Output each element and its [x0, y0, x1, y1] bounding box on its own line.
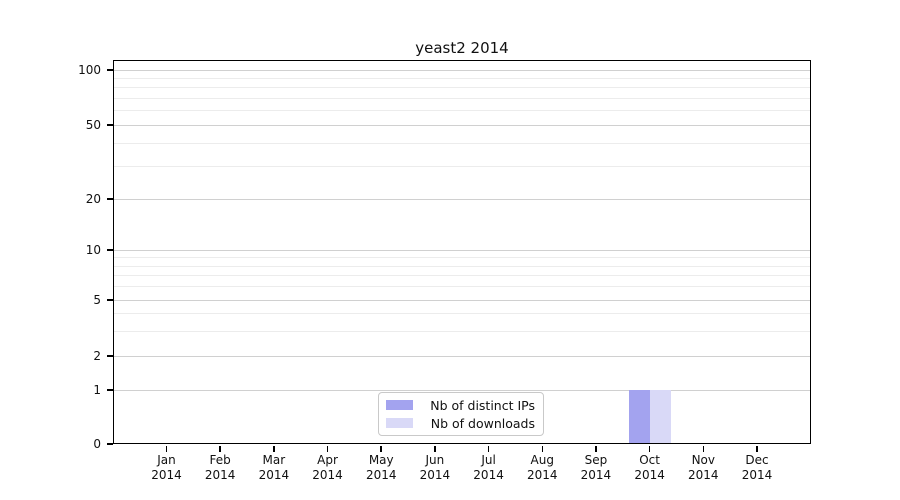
y-axis-tick — [107, 198, 113, 200]
legend-item: Nb of downloads — [386, 416, 535, 431]
legend-item: Nb of distinct IPs — [386, 398, 535, 413]
x-axis-tick — [702, 445, 705, 452]
y-axis-tick-label: 100 — [78, 63, 101, 77]
x-axis-tick-label: Nov 2014 — [688, 453, 719, 482]
x-axis-tick — [219, 445, 221, 452]
x-axis-tick — [648, 445, 651, 452]
y-axis-tick — [107, 389, 113, 391]
y-axis-tick — [107, 299, 113, 301]
minor-gridline — [114, 110, 810, 112]
x-axis-tick — [487, 445, 490, 452]
minor-gridline — [114, 265, 810, 267]
x-axis-tick-label: Feb 2014 — [204, 453, 236, 482]
major-gridline — [114, 299, 810, 301]
minor-gridline — [114, 77, 810, 79]
x-axis-tick-label: Mar 2014 — [258, 453, 290, 482]
minor-gridline — [114, 97, 810, 99]
major-gridline — [114, 124, 810, 126]
y-axis-tick-label: 5 — [93, 293, 101, 307]
major-gridline — [114, 198, 810, 200]
y-axis-tick — [107, 355, 113, 357]
y-axis-tick-label: 2 — [93, 349, 101, 363]
minor-gridline — [114, 142, 810, 144]
x-axis-tick-label: May 2014 — [365, 453, 397, 482]
x-axis-tick-label: Apr 2014 — [312, 453, 343, 482]
legend-label: Nb of downloads — [430, 415, 535, 431]
x-axis-tick — [595, 445, 597, 452]
x-axis-tick — [273, 445, 275, 452]
x-axis-tick — [756, 445, 758, 452]
x-axis-tick-label: Oct 2014 — [634, 453, 665, 482]
y-axis-tick — [107, 124, 113, 126]
minor-gridline — [114, 313, 810, 315]
y-axis-tick-label: 10 — [85, 243, 101, 257]
major-gridline — [114, 389, 810, 391]
major-gridline — [114, 69, 810, 71]
y-axis-tick-label: 0 — [93, 437, 101, 451]
minor-gridline — [114, 286, 810, 288]
x-axis-tick — [380, 445, 382, 452]
legend-swatch — [386, 400, 413, 410]
x-axis-tick — [541, 445, 543, 452]
x-axis-tick-label: Jun 2014 — [419, 453, 451, 482]
x-axis-tick — [165, 445, 168, 452]
x-axis-tick — [434, 445, 436, 452]
major-gridline — [114, 355, 810, 357]
minor-gridline — [114, 165, 810, 167]
legend: Nb of distinct IPs Nb of downloads — [378, 392, 544, 436]
chart-title: yeast2 2014 — [415, 39, 509, 57]
y-axis-tick — [107, 249, 113, 251]
bar-downloads — [649, 390, 671, 444]
y-axis-tick — [107, 443, 113, 445]
legend-label: Nb of distinct IPs — [430, 397, 535, 413]
y-axis-tick — [107, 69, 113, 71]
minor-gridline — [114, 257, 810, 259]
x-axis-tick-label: Aug 2014 — [526, 453, 558, 482]
minor-gridline — [114, 330, 810, 332]
x-axis-tick-label: Sep 2014 — [580, 453, 612, 482]
x-axis-tick — [326, 445, 329, 452]
plot-area-frame — [113, 60, 811, 444]
bar-distinct-ips — [628, 390, 650, 444]
major-gridline — [114, 249, 810, 251]
y-axis-tick-label: 50 — [85, 118, 101, 132]
x-axis-tick-label: Dec 2014 — [741, 453, 773, 482]
x-axis-tick-label: Jul 2014 — [473, 453, 504, 482]
minor-gridline — [114, 87, 810, 89]
x-axis-tick-label: Jan 2014 — [151, 453, 182, 482]
y-axis-tick-label: 1 — [93, 383, 101, 397]
y-axis-tick-label: 20 — [85, 192, 101, 206]
legend-swatch — [386, 418, 413, 428]
minor-gridline — [114, 275, 810, 277]
